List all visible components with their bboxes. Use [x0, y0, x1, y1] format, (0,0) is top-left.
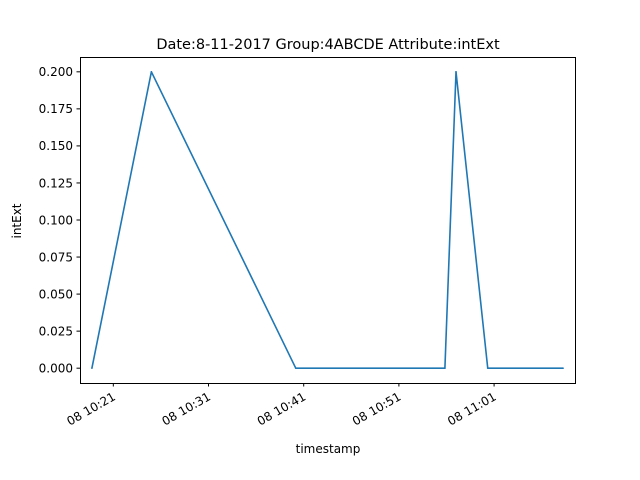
x-tick-label: 08 10:41 [255, 389, 308, 428]
x-tick-label: 08 10:21 [64, 389, 117, 428]
data-point [562, 367, 564, 369]
x-axis: 08 10:21 08 10:31 08 10:41 08 10:51 08 11:01 [64, 383, 499, 428]
y-tick-label: 0.125 [39, 176, 73, 190]
y-axis: 0.000 0.025 0.050 0.075 0.100 0.125 0.150 0.175… [39, 65, 80, 375]
y-tick-label: 0.000 [39, 361, 73, 375]
series-line [91, 71, 564, 369]
y-tick-label: 0.075 [39, 250, 73, 264]
y-tick-label: 0.050 [39, 287, 73, 301]
plot-area [91, 71, 564, 369]
x-tick-label: 08 10:51 [350, 389, 403, 428]
chart-title: Date:8-11-2017 Group:4ABCDE Attribute:in… [156, 37, 500, 53]
x-axis-label: timestamp [296, 442, 361, 456]
data-point [444, 367, 446, 369]
y-tick-label: 0.025 [39, 324, 73, 338]
y-axis-label: intExt [10, 203, 24, 238]
data-point [91, 367, 93, 369]
y-tick-label: 0.100 [39, 213, 73, 227]
x-tick-label: 08 10:31 [160, 389, 213, 428]
y-tick-label: 0.200 [39, 65, 73, 79]
plot-frame [80, 57, 576, 384]
data-point [455, 71, 457, 73]
data-point [486, 367, 489, 369]
y-tick-label: 0.150 [39, 139, 73, 153]
y-tick-label: 0.175 [39, 102, 73, 116]
data-point [150, 71, 153, 73]
x-tick-label: 08 11:01 [445, 389, 498, 428]
data-point [294, 367, 297, 369]
